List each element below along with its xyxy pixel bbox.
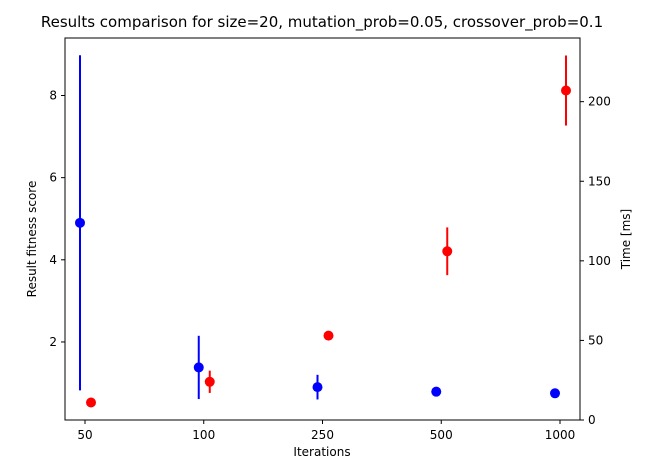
data-point-1-3 <box>312 382 323 393</box>
y-axis-label: Result fitness score <box>25 181 39 298</box>
y2-tick-label-5: 200 <box>588 95 611 109</box>
y-tick-label-2: 4 <box>49 253 57 267</box>
data-point-1-1 <box>75 217 85 228</box>
data-point-2-1 <box>86 397 96 408</box>
plot-marks <box>75 55 571 408</box>
data-point-2-5 <box>561 85 571 96</box>
data-point-1-2 <box>193 362 204 373</box>
y-tick-label-1: 2 <box>49 335 57 349</box>
data-point-2-4 <box>442 246 453 257</box>
x-tick-label-4: 500 <box>430 428 453 442</box>
y-tick-label-3: 6 <box>49 171 57 185</box>
plot-frame <box>64 37 581 421</box>
y2-tick-label-4: 150 <box>588 174 611 188</box>
x-tick-label-3: 250 <box>311 428 334 442</box>
y2-tick-label-1: 0 <box>588 413 596 427</box>
chart-title: Results comparison for size=20, mutation… <box>41 13 603 32</box>
data-point-1-5 <box>550 388 560 399</box>
data-point-2-3 <box>323 330 334 341</box>
data-point-2-2 <box>204 376 215 387</box>
x-tick-label-2: 100 <box>192 428 215 442</box>
x-axis-label: Iterations <box>293 445 350 459</box>
data-point-1-4 <box>431 386 442 397</box>
axes: 50 100 250 500 1000 2 4 6 8 0 50 100 150 200 <box>49 37 611 442</box>
y2-tick-label-2: 50 <box>588 333 603 347</box>
y2-axis-label: Time [ms] <box>619 209 633 271</box>
x-tick-label-5: 1000 <box>545 428 576 442</box>
y-tick-label-4: 8 <box>49 89 57 103</box>
x-tick-label-1: 50 <box>77 428 92 442</box>
y2-tick-label-3: 100 <box>588 254 611 268</box>
